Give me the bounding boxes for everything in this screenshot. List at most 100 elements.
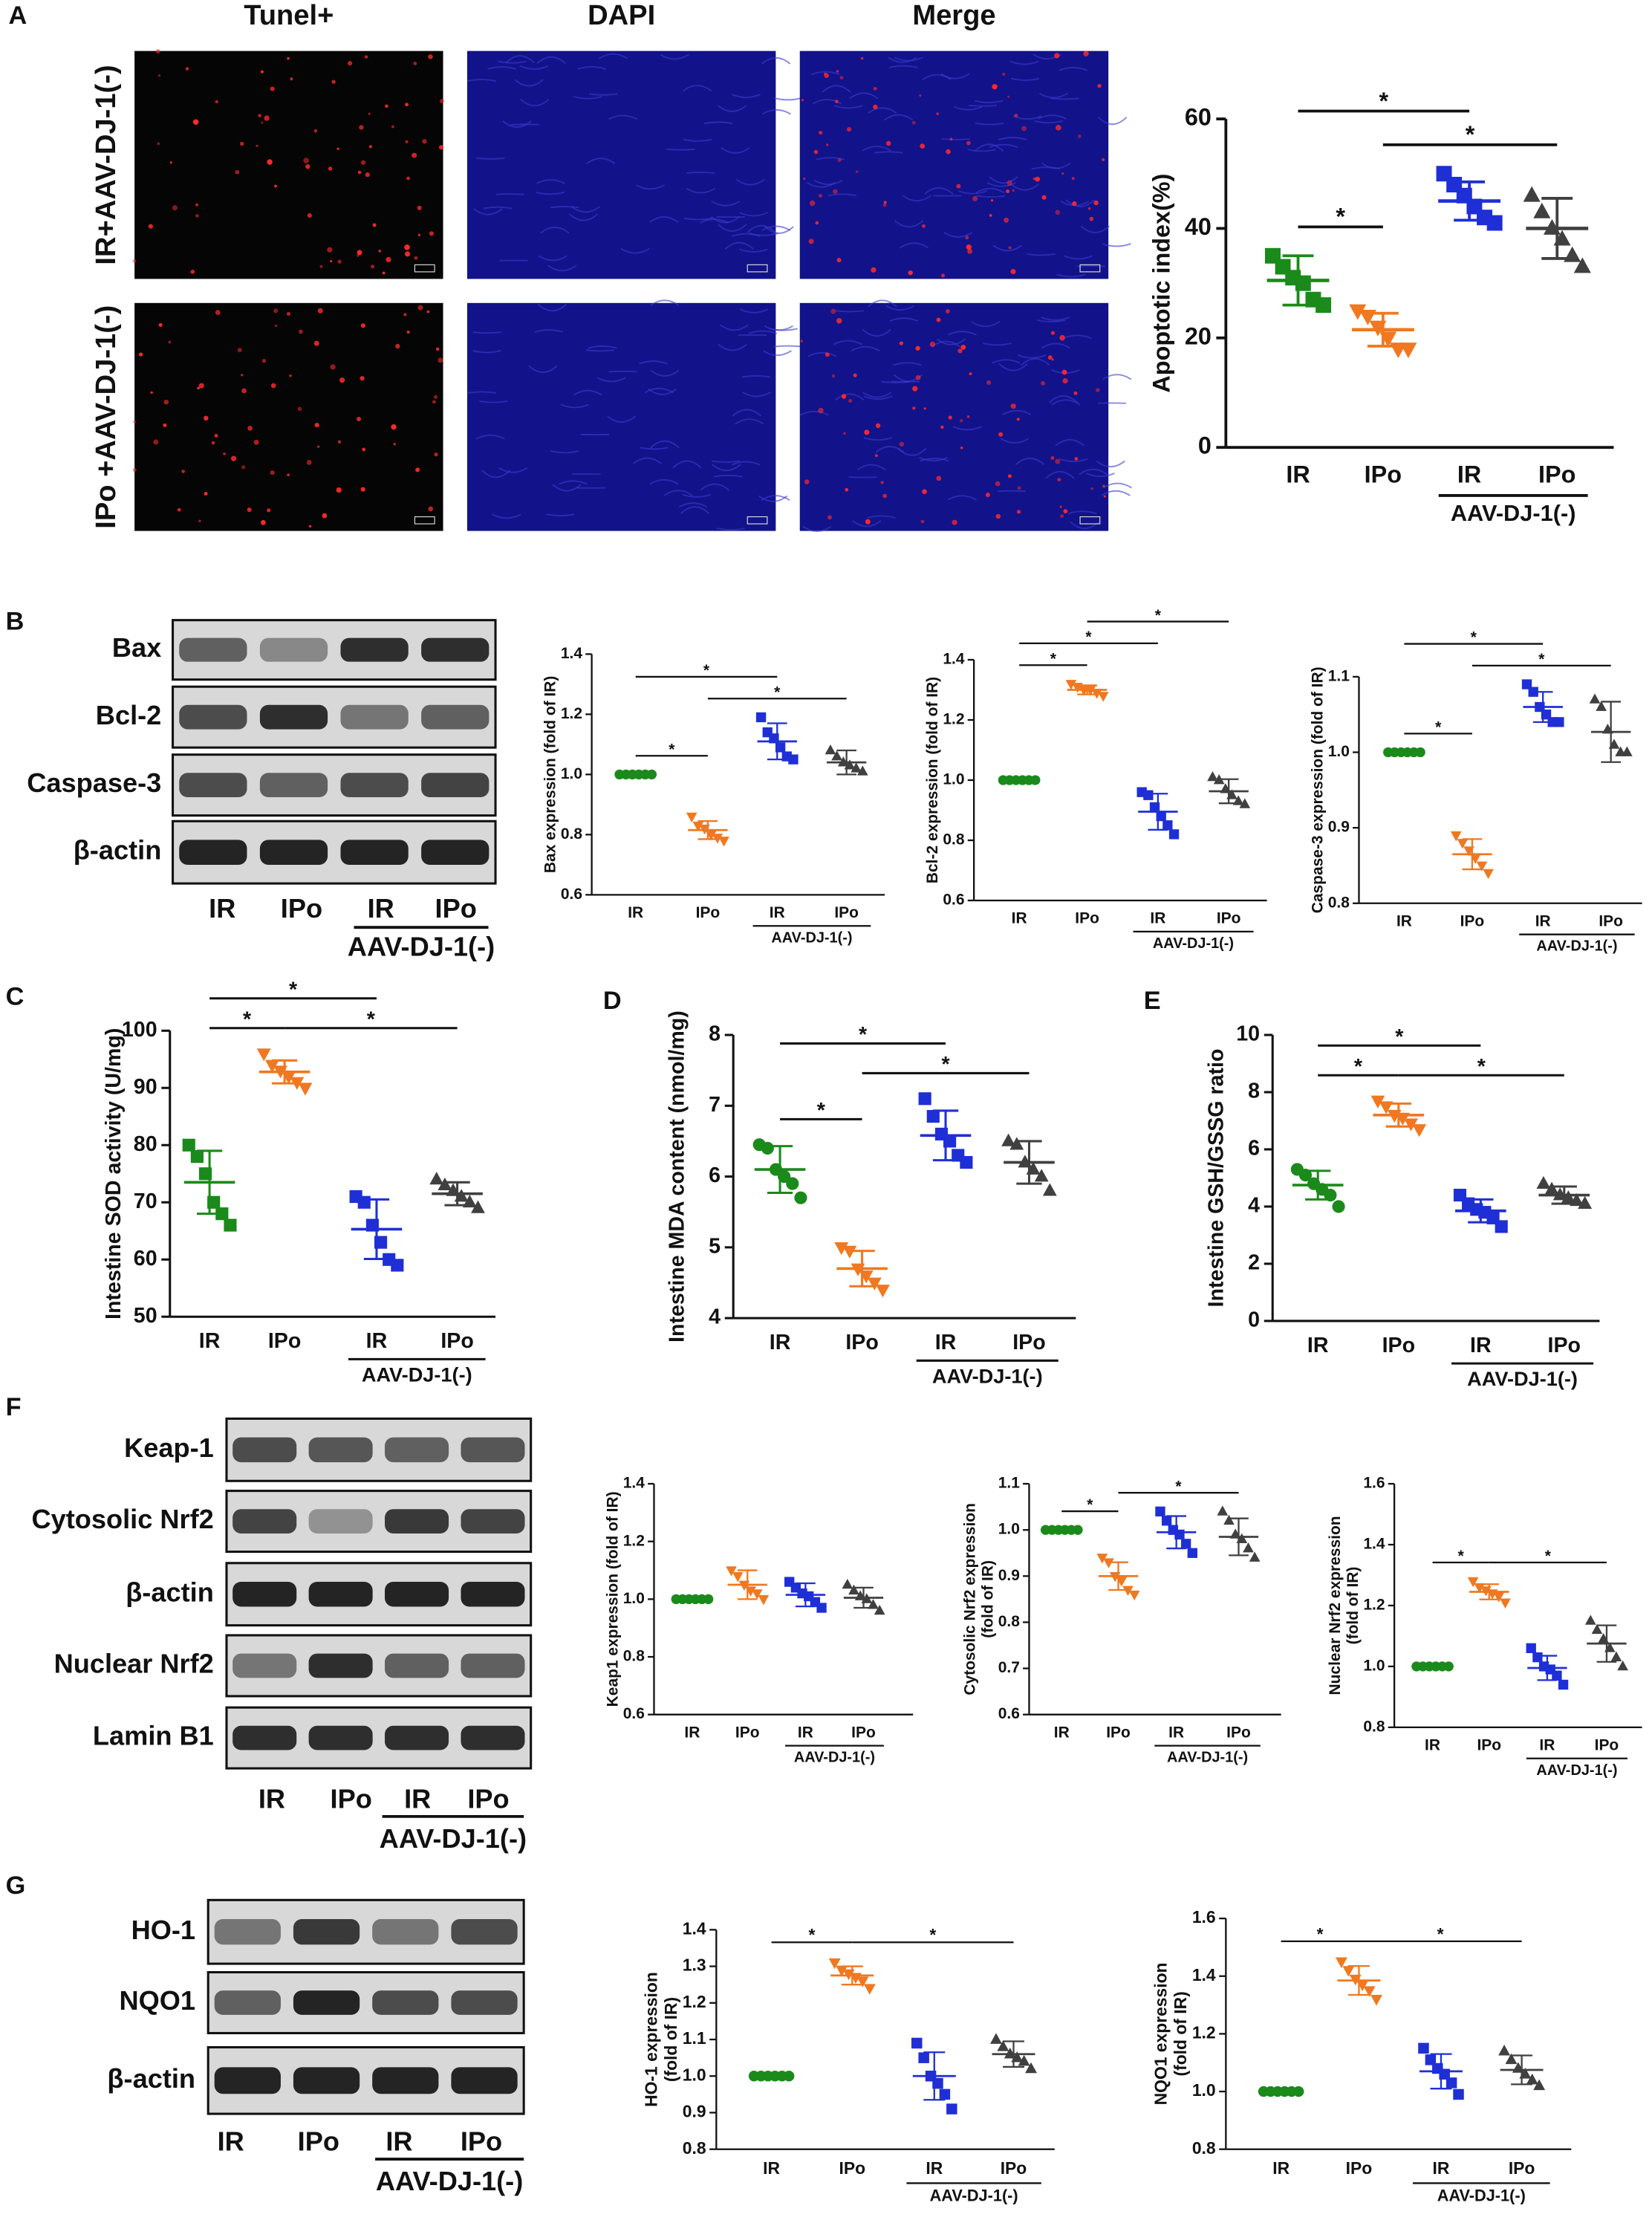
blot-band	[421, 773, 490, 798]
tunel-dot	[1056, 125, 1061, 131]
panel-label: C	[6, 983, 25, 1011]
y-tick-label: 0.6	[943, 892, 964, 909]
nuclei-texture	[528, 365, 558, 374]
column-header: DAPI	[588, 0, 655, 31]
data-point	[391, 1259, 404, 1272]
nuclei-texture	[975, 122, 1004, 126]
tunel-dot	[1083, 51, 1089, 56]
error-bar	[737, 1569, 758, 1600]
error-bar	[444, 1181, 470, 1207]
tunel-dot	[181, 470, 185, 473]
data-point	[856, 1976, 869, 1987]
tunel-dot	[841, 394, 847, 399]
y-tick-label: 1.4	[943, 651, 964, 668]
data-point	[1001, 1133, 1016, 1146]
tunel-dot	[1054, 53, 1060, 59]
tunel-dot	[190, 269, 195, 274]
panel-label: E	[1144, 987, 1161, 1015]
tunel-dot	[330, 259, 333, 263]
lane-label: IPo	[435, 893, 477, 924]
x-tick-label: IR	[1539, 1737, 1555, 1754]
tunel-dot	[1041, 380, 1045, 386]
nuclei-texture	[958, 190, 988, 195]
nuclei-texture	[833, 105, 863, 109]
data-point	[1143, 790, 1154, 800]
tunel-dot	[261, 358, 267, 363]
y-tick-label: 1.3	[683, 1956, 706, 1975]
tunel-dot	[148, 224, 153, 229]
tunel-dot	[428, 506, 434, 512]
blot-band	[232, 1653, 297, 1678]
tunel-dot	[235, 169, 240, 175]
tunel-dot	[195, 203, 199, 207]
nuclei-texture	[487, 66, 516, 70]
y-tick-label: 1.0	[1363, 1657, 1385, 1674]
significance-label: *	[1435, 719, 1442, 736]
group-label: AAV-DJ-1(-)	[932, 1364, 1043, 1387]
micrograph	[466, 51, 776, 279]
blot-band	[340, 637, 409, 662]
tunel-dot	[912, 386, 918, 392]
tunel-dot	[824, 72, 827, 75]
nuclei-texture	[712, 464, 741, 472]
nuclei-texture	[682, 493, 712, 498]
panel-label: A	[9, 1, 27, 30]
nuclei-texture	[852, 520, 882, 528]
data-point	[1453, 2088, 1464, 2100]
tunel-dot	[322, 513, 328, 519]
tunel-dot	[204, 415, 209, 421]
tunel-dot	[966, 140, 971, 146]
data-point	[1217, 1505, 1229, 1516]
nuclei-texture	[607, 415, 637, 423]
y-tick-label: 1.2	[943, 711, 964, 728]
tunel-dot	[989, 214, 992, 217]
x-tick-label: IPo	[1346, 2158, 1373, 2178]
y-tick-label: 0.8	[683, 2138, 706, 2158]
data-point	[1187, 1548, 1197, 1558]
tunel-dot	[845, 487, 849, 492]
tunel-dot	[368, 145, 372, 149]
nuclei-texture	[974, 143, 1004, 152]
data-point	[1025, 2062, 1037, 2074]
tunel-dot	[413, 62, 417, 65]
tunel-dot	[873, 87, 877, 91]
tunel-dot	[372, 223, 377, 227]
tunel-dot	[911, 120, 916, 125]
tunel-dot	[827, 515, 832, 520]
tunel-dot	[1090, 487, 1093, 490]
nuclei-texture	[899, 242, 929, 249]
y-tick-label: 0.8	[561, 825, 582, 843]
y-axis-title: (fold of IR)	[1171, 1991, 1190, 2076]
tunel-dot	[1050, 331, 1056, 335]
nuclei-texture	[731, 461, 761, 466]
nuclei-texture	[1009, 60, 1039, 65]
data-point	[1526, 2073, 1538, 2085]
nuclei-texture	[975, 187, 1005, 194]
tunel-dot	[922, 224, 926, 228]
tunel-dot	[1014, 114, 1018, 118]
significance-label: *	[1317, 1924, 1324, 1944]
nuclei-texture	[492, 513, 521, 519]
y-tick-label: 1.2	[683, 1992, 706, 2011]
data-point	[357, 1195, 371, 1209]
tunel-dot	[830, 308, 836, 314]
tunel-dot	[948, 415, 952, 420]
tunel-dot	[995, 481, 1001, 487]
y-tick-label: 80	[134, 1132, 157, 1156]
nuclei-texture	[761, 108, 791, 115]
data-point	[911, 2037, 923, 2049]
blot-band	[451, 1919, 518, 1945]
x-tick-label: IPo	[268, 1329, 301, 1353]
significance-label: *	[1155, 607, 1162, 624]
y-tick-label: 1.2	[623, 1532, 645, 1549]
tunel-dot	[157, 74, 161, 77]
x-tick-label: IPo	[440, 1329, 473, 1353]
error-bar	[1551, 1185, 1577, 1205]
tunel-dot	[957, 348, 963, 354]
nuclei-texture	[1027, 253, 1056, 256]
tunel-dot	[417, 305, 423, 311]
data-point	[918, 2052, 929, 2063]
data-point	[1096, 1554, 1108, 1564]
nuclei-texture	[998, 137, 1027, 140]
